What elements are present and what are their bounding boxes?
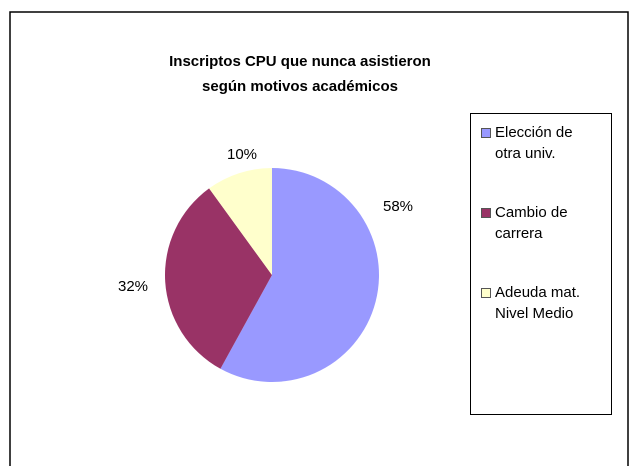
- legend-swatch: [481, 208, 491, 218]
- legend-entry: Adeuda mat. Nivel Medio: [481, 282, 609, 324]
- legend-label: Elección de otra univ.: [495, 124, 573, 162]
- chart-title: según motivos académicos: [202, 78, 398, 95]
- legend-entry: Cambio de carrera: [481, 202, 609, 244]
- data-label: 10%: [227, 146, 257, 163]
- pie-slice: [164, 188, 272, 369]
- legend: Elección de otra univ. Cambio de carrera A…: [470, 113, 612, 415]
- pie-slice: [220, 168, 380, 382]
- chart-border: [9, 11, 629, 466]
- data-label: 58%: [383, 198, 413, 215]
- data-label: 32%: [118, 278, 148, 295]
- legend-entry: Elección de otra univ.: [481, 122, 609, 164]
- legend-swatch: [481, 288, 491, 298]
- legend-swatch: [481, 128, 491, 138]
- chart-title: Inscriptos CPU que nunca asistieron: [169, 53, 431, 70]
- legend-label: Adeuda mat. Nivel Medio: [495, 284, 581, 322]
- pie-slice: [209, 168, 272, 275]
- legend-label: Cambio de carrera: [495, 204, 568, 242]
